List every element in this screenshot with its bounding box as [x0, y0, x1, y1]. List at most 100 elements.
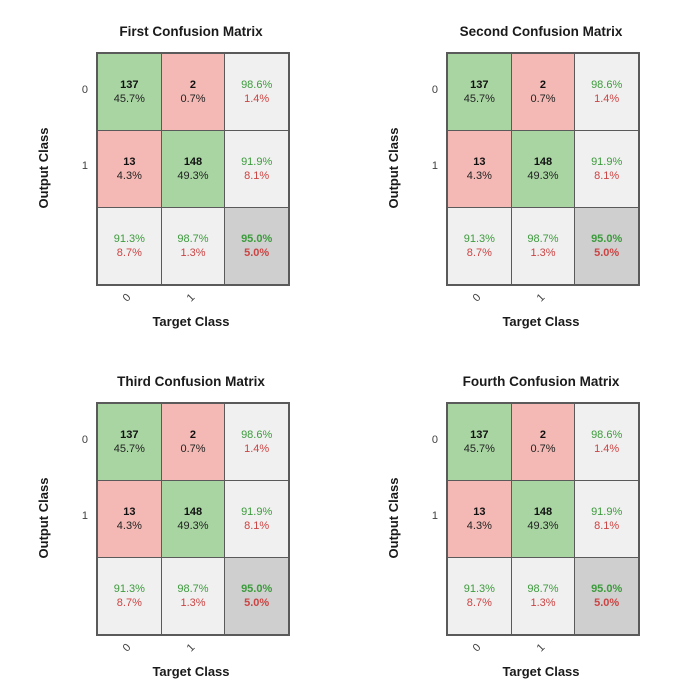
x-tick-label-0: 0 — [470, 291, 484, 305]
y-axis-label: Output Class — [36, 127, 51, 209]
cell-count: 2 — [189, 78, 197, 91]
cell-count: 137 — [120, 78, 139, 91]
y-tick-label-1: 1 — [81, 510, 88, 522]
subplot-first-confusion-matrix: First Confusion Matrix Output Class 0 1 … — [0, 0, 350, 350]
plot-title: Fourth Confusion Matrix — [462, 374, 620, 389]
overall-accuracy-percent: 95.0% — [591, 582, 623, 595]
summary-good-percent: 98.7% — [177, 582, 209, 595]
y-axis-label: Output Class — [36, 477, 51, 559]
x-axis-label: Target Class — [502, 314, 580, 329]
summary-good-percent: 91.9% — [241, 155, 273, 168]
cell-percent: 45.7% — [463, 92, 495, 105]
row-summary-output0: 98.6% 1.4% — [225, 54, 288, 130]
summary-good-percent: 91.9% — [591, 505, 623, 518]
cell-percent: 45.7% — [113, 92, 145, 105]
summary-good-percent: 98.6% — [591, 428, 623, 441]
overall-accuracy-percent: 95.0% — [241, 232, 273, 245]
y-tick-label-0: 0 — [431, 434, 438, 446]
overall-accuracy-percent: 95.0% — [241, 582, 273, 595]
cell-output0-target0: 137 45.7% — [448, 54, 511, 130]
cell-count: 2 — [539, 428, 547, 441]
cell-percent: 49.3% — [177, 519, 209, 532]
overall-error-percent: 5.0% — [244, 596, 270, 609]
summary-bad-percent: 1.4% — [244, 92, 270, 105]
cell-output0-target1: 2 0.7% — [511, 404, 575, 480]
summary-good-percent: 98.7% — [527, 582, 559, 595]
summary-good-percent: 98.6% — [241, 428, 273, 441]
summary-good-percent: 98.6% — [591, 78, 623, 91]
col-summary-target1: 98.7% 1.3% — [161, 558, 225, 634]
cell-output1-target0: 13 4.3% — [448, 481, 511, 557]
x-tick-label-1: 1 — [184, 641, 198, 655]
row-summary-output1: 91.9% 8.1% — [225, 481, 288, 557]
cell-percent: 0.7% — [530, 92, 556, 105]
confusion-grid: 137 45.7% 2 0.7% 98.6% 1.4% 13 4.3% 148 … — [96, 52, 290, 286]
cell-output1-target1: 148 49.3% — [161, 131, 225, 207]
col-summary-target0: 91.3% 8.7% — [448, 208, 511, 284]
x-axis-label: Target Class — [152, 314, 230, 329]
col-summary-target1: 98.7% 1.3% — [511, 208, 575, 284]
summary-bad-percent: 8.7% — [466, 596, 492, 609]
summary-bad-percent: 8.7% — [116, 246, 142, 259]
summary-bad-percent: 1.3% — [530, 246, 556, 259]
summary-bad-percent: 8.1% — [594, 169, 620, 182]
summary-bad-percent: 8.1% — [594, 519, 620, 532]
row-summary-output1: 91.9% 8.1% — [575, 481, 638, 557]
x-tick-label-0: 0 — [120, 641, 134, 655]
y-tick-label-1: 1 — [431, 510, 438, 522]
cell-count: 148 — [533, 155, 553, 168]
subplot-fourth-confusion-matrix: Fourth Confusion Matrix Output Class 0 1… — [350, 350, 700, 700]
col-summary-target0: 91.3% 8.7% — [98, 558, 161, 634]
overall-accuracy-percent: 95.0% — [591, 232, 623, 245]
row-summary-output1: 91.9% 8.1% — [225, 131, 288, 207]
y-tick-label-1: 1 — [81, 160, 88, 172]
cell-output0-target0: 137 45.7% — [98, 54, 161, 130]
cell-count: 13 — [123, 155, 136, 168]
row-summary-output1: 91.9% 8.1% — [575, 131, 638, 207]
cell-percent: 4.3% — [466, 519, 492, 532]
confusion-grid: 137 45.7% 2 0.7% 98.6% 1.4% 13 4.3% 148 … — [96, 402, 290, 636]
cell-output1-target0: 13 4.3% — [98, 481, 161, 557]
cell-percent: 4.3% — [466, 169, 492, 182]
y-tick-label-0: 0 — [81, 434, 88, 446]
y-axis-label: Output Class — [386, 477, 401, 559]
overall-accuracy-cell: 95.0% 5.0% — [225, 208, 288, 284]
cell-output0-target1: 2 0.7% — [511, 54, 575, 130]
overall-accuracy-cell: 95.0% 5.0% — [575, 558, 638, 634]
cell-output1-target0: 13 4.3% — [98, 131, 161, 207]
cell-count: 137 — [470, 78, 489, 91]
cell-output1-target0: 13 4.3% — [448, 131, 511, 207]
row-summary-output0: 98.6% 1.4% — [225, 404, 288, 480]
summary-good-percent: 98.6% — [241, 78, 273, 91]
summary-bad-percent: 8.1% — [244, 169, 270, 182]
cell-count: 137 — [470, 428, 489, 441]
cell-percent: 4.3% — [116, 519, 142, 532]
cell-count: 2 — [189, 428, 197, 441]
summary-bad-percent: 1.3% — [180, 246, 206, 259]
cell-count: 13 — [473, 505, 486, 518]
x-tick-label-1: 1 — [184, 291, 198, 305]
cell-percent: 0.7% — [180, 442, 206, 455]
cell-output1-target1: 148 49.3% — [161, 481, 225, 557]
cell-count: 13 — [473, 155, 486, 168]
cell-output0-target1: 2 0.7% — [161, 404, 225, 480]
overall-error-percent: 5.0% — [594, 596, 620, 609]
confusion-grid: 137 45.7% 2 0.7% 98.6% 1.4% 13 4.3% 148 … — [446, 402, 640, 636]
y-tick-label-1: 1 — [431, 160, 438, 172]
cell-percent: 49.3% — [177, 169, 209, 182]
subplot-third-confusion-matrix: Third Confusion Matrix Output Class 0 1 … — [0, 350, 350, 700]
col-summary-target0: 91.3% 8.7% — [98, 208, 161, 284]
overall-error-percent: 5.0% — [594, 246, 620, 259]
cell-percent: 45.7% — [113, 442, 145, 455]
cell-count: 148 — [183, 155, 203, 168]
x-axis-label: Target Class — [152, 664, 230, 679]
col-summary-target0: 91.3% 8.7% — [448, 558, 511, 634]
cell-percent: 0.7% — [180, 92, 206, 105]
summary-good-percent: 91.3% — [463, 582, 495, 595]
summary-good-percent: 98.7% — [177, 232, 209, 245]
x-tick-label-0: 0 — [470, 641, 484, 655]
cell-count: 148 — [533, 505, 553, 518]
x-axis-label: Target Class — [502, 664, 580, 679]
cell-count: 148 — [183, 505, 203, 518]
